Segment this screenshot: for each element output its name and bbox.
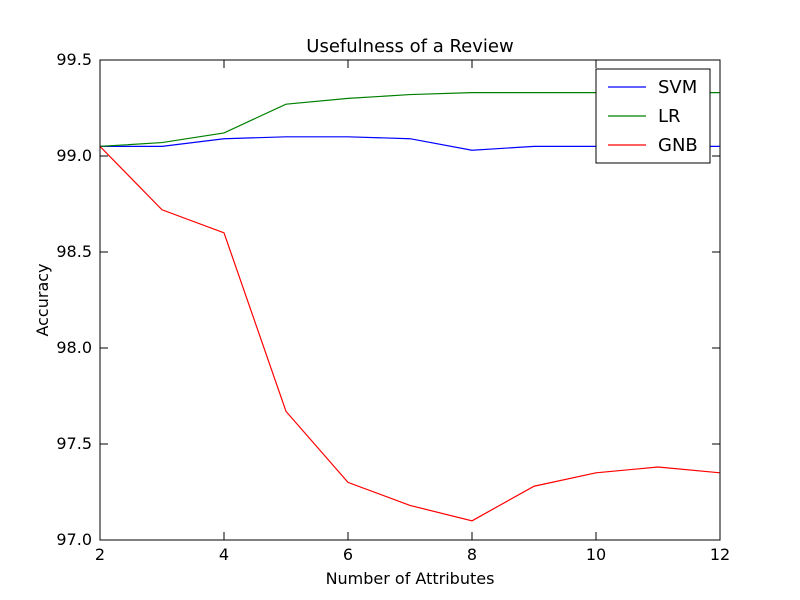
y-tick-label: 97.0 bbox=[56, 530, 92, 549]
plot-frame bbox=[99, 59, 721, 541]
y-tick-label: 99.5 bbox=[56, 50, 92, 69]
x-tick-label: 8 bbox=[467, 545, 477, 564]
y-axis-title: Accuracy bbox=[33, 263, 52, 336]
legend-label-gnb: GNB bbox=[658, 135, 698, 156]
x-tick-label: 10 bbox=[586, 545, 606, 564]
x-axis-title: Number of Attributes bbox=[326, 569, 495, 588]
chart-title: Usefulness of a Review bbox=[306, 36, 513, 57]
legend-label-lr: LR bbox=[658, 106, 681, 127]
axis-ticks: 2 4 6 8 10 12 97.0 97.5 98.0 98.5 99.0 99.5 bbox=[56, 50, 730, 564]
x-tick-label: 4 bbox=[219, 545, 229, 564]
x-tick-label: 12 bbox=[710, 545, 730, 564]
x-tick-label: 2 bbox=[95, 545, 105, 564]
y-tick-label: 99.0 bbox=[56, 146, 92, 165]
x-tick-label: 6 bbox=[343, 545, 353, 564]
legend: SVM LR GNB bbox=[595, 68, 711, 164]
y-tick-label: 97.5 bbox=[56, 434, 92, 453]
series-line-gnb bbox=[100, 145, 720, 522]
y-tick-label: 98.5 bbox=[56, 242, 92, 261]
legend-label-svm: SVM bbox=[658, 77, 697, 98]
y-tick-label: 98.0 bbox=[56, 338, 92, 357]
